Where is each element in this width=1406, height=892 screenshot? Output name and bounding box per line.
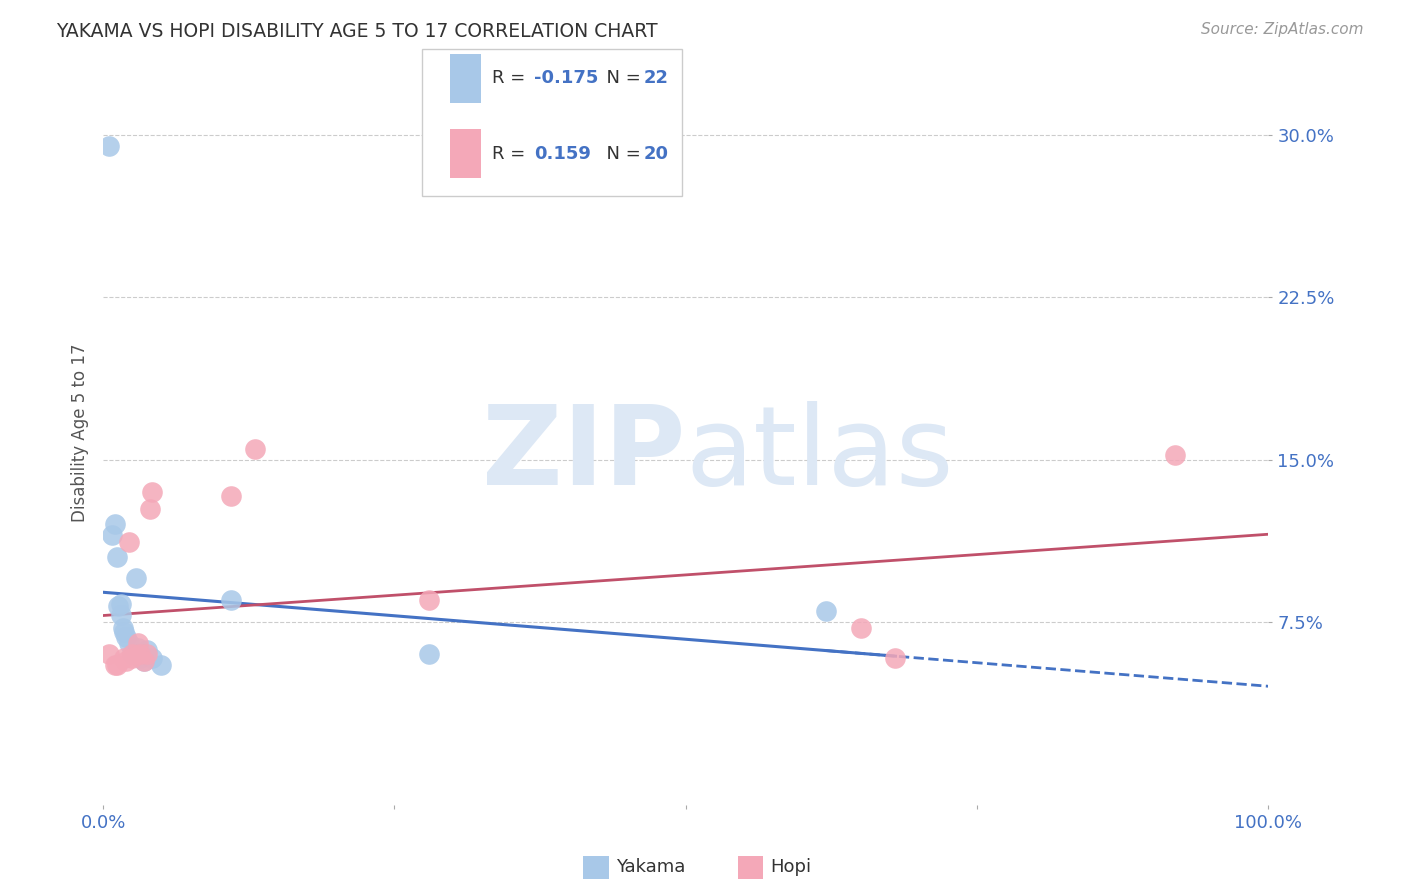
- Point: [141, 484, 163, 499]
- Point: [849, 621, 872, 635]
- Point: [1164, 448, 1187, 462]
- Point: [129, 647, 152, 661]
- Point: [243, 442, 266, 456]
- Point: [136, 647, 159, 661]
- Point: [138, 502, 160, 516]
- Point: [418, 593, 440, 607]
- Point: [115, 630, 138, 644]
- Point: [105, 657, 128, 672]
- Point: [97, 647, 120, 661]
- Point: [118, 534, 141, 549]
- Text: atlas: atlas: [686, 401, 955, 508]
- Point: [112, 651, 135, 665]
- Text: R =: R =: [492, 69, 531, 87]
- Point: [221, 593, 243, 607]
- Point: [101, 528, 124, 542]
- Point: [110, 598, 132, 612]
- Point: [111, 621, 134, 635]
- Point: [97, 139, 120, 153]
- Point: [118, 636, 141, 650]
- Point: [150, 657, 173, 672]
- Text: Hopi: Hopi: [770, 858, 811, 877]
- Text: YAKAMA VS HOPI DISABILITY AGE 5 TO 17 CORRELATION CHART: YAKAMA VS HOPI DISABILITY AGE 5 TO 17 CO…: [56, 22, 658, 41]
- Text: ZIP: ZIP: [482, 401, 686, 508]
- Point: [125, 571, 148, 585]
- Point: [221, 489, 243, 503]
- Text: R =: R =: [492, 145, 537, 163]
- Text: Yakama: Yakama: [616, 858, 685, 877]
- Point: [132, 654, 155, 668]
- Text: 0.159: 0.159: [534, 145, 591, 163]
- Text: 22: 22: [644, 69, 669, 87]
- Point: [418, 647, 440, 661]
- Point: [141, 651, 163, 665]
- Point: [127, 636, 149, 650]
- Point: [129, 651, 152, 665]
- Point: [115, 654, 138, 668]
- Text: N =: N =: [595, 69, 647, 87]
- Point: [814, 604, 837, 618]
- Point: [121, 647, 143, 661]
- Point: [121, 651, 143, 665]
- Point: [112, 625, 135, 640]
- Text: N =: N =: [595, 145, 647, 163]
- Point: [110, 608, 132, 623]
- Point: [104, 517, 127, 532]
- Point: [105, 549, 128, 564]
- Y-axis label: Disability Age 5 to 17: Disability Age 5 to 17: [72, 343, 89, 522]
- Point: [136, 642, 159, 657]
- Point: [104, 657, 127, 672]
- Point: [884, 651, 907, 665]
- Text: Source: ZipAtlas.com: Source: ZipAtlas.com: [1201, 22, 1364, 37]
- Point: [132, 654, 155, 668]
- Text: -0.175: -0.175: [534, 69, 599, 87]
- Text: 20: 20: [644, 145, 669, 163]
- Point: [127, 640, 149, 655]
- Point: [107, 599, 129, 614]
- Point: [121, 647, 143, 661]
